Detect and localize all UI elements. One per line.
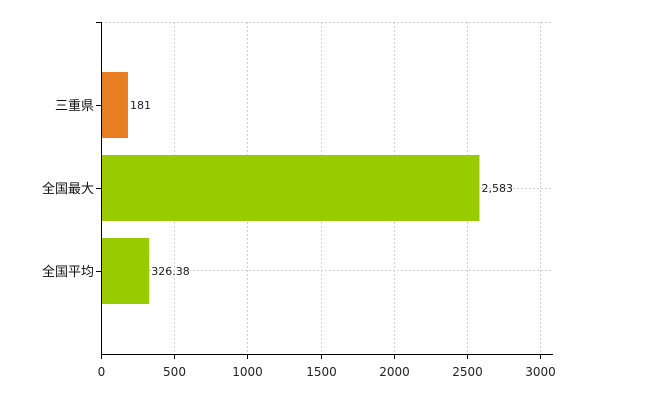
category-label: 三重県: [55, 98, 94, 114]
data-label: 326.38: [151, 265, 190, 278]
bar: [101, 155, 480, 221]
x-tick-label: 1500: [306, 365, 337, 379]
bars: [101, 72, 480, 304]
data-label: 181: [130, 99, 151, 112]
x-tick-label: 2000: [379, 365, 410, 379]
bar: [101, 72, 128, 138]
category-label: 全国平均: [42, 264, 94, 280]
data-label: 2,583: [481, 182, 513, 195]
x-tick-label: 2500: [452, 365, 483, 379]
x-tick-label: 500: [163, 365, 186, 379]
x-tick-label: 0: [98, 365, 106, 379]
x-tick-label: 1000: [232, 365, 263, 379]
bar: [101, 238, 150, 304]
category-label: 全国最大: [42, 181, 94, 197]
axes: [96, 22, 553, 359]
x-tick-label: 3000: [525, 365, 556, 379]
labels: 181 三重県 2,583 全国最大 326.38 全国平均 0 500 1000 1500 200…: [42, 98, 556, 379]
